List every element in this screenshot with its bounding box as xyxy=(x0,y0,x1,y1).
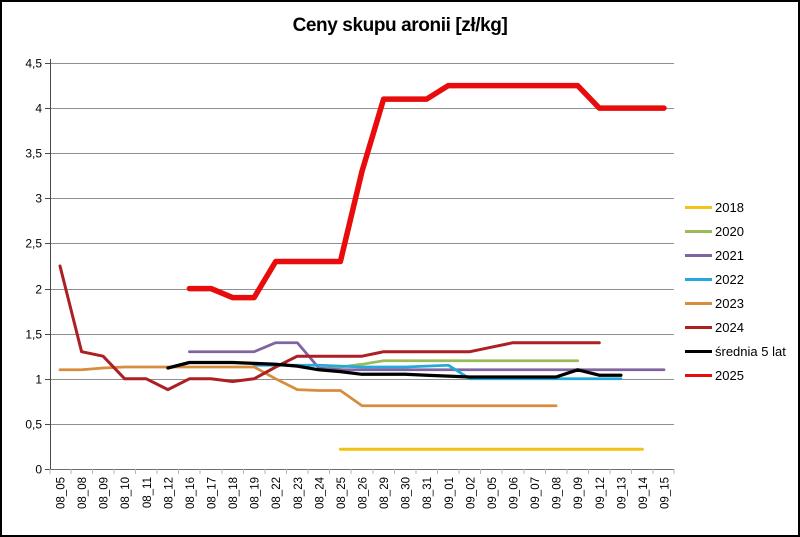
legend-swatch-icon xyxy=(685,325,712,329)
x-tick-label: 09_02 xyxy=(465,477,477,509)
legend-item-2021: 2021 xyxy=(685,243,786,267)
x-tick-label: 08_29 xyxy=(379,477,391,509)
series-line-2024 xyxy=(58,264,601,392)
legend-swatch-icon xyxy=(685,205,712,209)
legend-swatch-icon xyxy=(685,253,712,257)
x-tick-label: 08_05 xyxy=(56,477,68,509)
legend-item-2020: 2020 xyxy=(685,219,786,243)
y-tick-label: 0 xyxy=(35,463,42,477)
series-line-średnia-5-lat xyxy=(166,360,623,379)
x-tick-label: 08_08 xyxy=(77,477,89,509)
series-line-2020 xyxy=(317,359,580,372)
legend-swatch-icon xyxy=(685,229,712,233)
series-line-2022 xyxy=(252,363,623,381)
x-tick-label: 08_11 xyxy=(142,477,154,508)
y-tick-label: 1,5 xyxy=(25,328,42,342)
x-tick-label: 08_19 xyxy=(250,477,262,509)
y-tick-label: 3,5 xyxy=(25,147,42,161)
chart-legend: 2018 2020 2021 2022 2023 2024 średnia 5 lat 202… xyxy=(685,195,786,387)
x-tick-label: 08_09 xyxy=(99,477,111,509)
legend-label: 2023 xyxy=(715,295,744,311)
x-tick-label: 09_09 xyxy=(573,477,585,509)
y-tick-label: 2,5 xyxy=(25,237,42,251)
x-tick-label: 08_18 xyxy=(228,477,240,509)
x-tick-label: 08_25 xyxy=(336,477,348,509)
x-tick-label: 08_26 xyxy=(358,477,370,509)
y-tick-label: 4,5 xyxy=(25,57,42,71)
y-tick-label: 0,5 xyxy=(25,418,42,432)
x-tick-label: 08_24 xyxy=(314,476,326,509)
y-tick-label: 2 xyxy=(35,283,42,297)
legend-label: 2022 xyxy=(715,271,744,287)
legend-item-2025: 2025 xyxy=(685,363,786,387)
legend-swatch-icon xyxy=(685,301,712,305)
x-tick-label: 08_16 xyxy=(185,477,197,509)
series-line-2021 xyxy=(188,341,666,372)
x-tick-label: 08_12 xyxy=(163,477,175,509)
x-tick-label: 08_31 xyxy=(422,477,434,509)
x-tick-label: 09_06 xyxy=(509,477,521,509)
x-tick-label: 08_10 xyxy=(120,477,132,509)
legend-label: 2020 xyxy=(715,223,744,239)
x-tick-label: 09_13 xyxy=(616,477,628,509)
legend-label: 2025 xyxy=(715,367,744,383)
series-line-2023 xyxy=(58,365,558,408)
x-tick-label: 08_30 xyxy=(401,477,413,509)
legend-item-2018: 2018 xyxy=(685,195,786,219)
x-tick-label: 08_23 xyxy=(293,477,305,509)
x-tick-label: 09_05 xyxy=(487,477,499,509)
x-tick-label: 08_22 xyxy=(271,477,283,509)
y-tick-label: 3 xyxy=(35,192,42,206)
chart-title: Ceny skupu aronii [zł/kg] xyxy=(292,15,508,36)
legend-item-średnia-5-lat: średnia 5 lat xyxy=(685,339,786,363)
legend-item-2024: 2024 xyxy=(685,315,786,339)
y-tick-label: 4 xyxy=(35,102,42,116)
legend-label: 2021 xyxy=(715,247,744,263)
x-tick-label: 09_01 xyxy=(444,477,456,509)
y-tick-label: 1 xyxy=(35,373,42,387)
legend-item-2023: 2023 xyxy=(685,291,786,315)
legend-item-2022: 2022 xyxy=(685,267,786,291)
x-tick-label: 09_15 xyxy=(660,477,672,509)
legend-swatch-icon xyxy=(685,349,712,353)
x-tick-label: 08_17 xyxy=(207,477,219,509)
x-tick-label: 09_14 xyxy=(638,476,650,509)
legend-label: 2018 xyxy=(715,199,744,215)
legend-label: średnia 5 lat xyxy=(715,343,786,359)
x-tick-label: 09_12 xyxy=(595,477,607,509)
legend-swatch-icon xyxy=(685,277,712,281)
x-tick-label: 09_08 xyxy=(552,477,564,509)
series-line-2025 xyxy=(186,82,667,301)
legend-label: 2024 xyxy=(715,319,744,335)
x-tick-label: 09_07 xyxy=(530,477,542,509)
legend-swatch-icon xyxy=(685,373,712,377)
